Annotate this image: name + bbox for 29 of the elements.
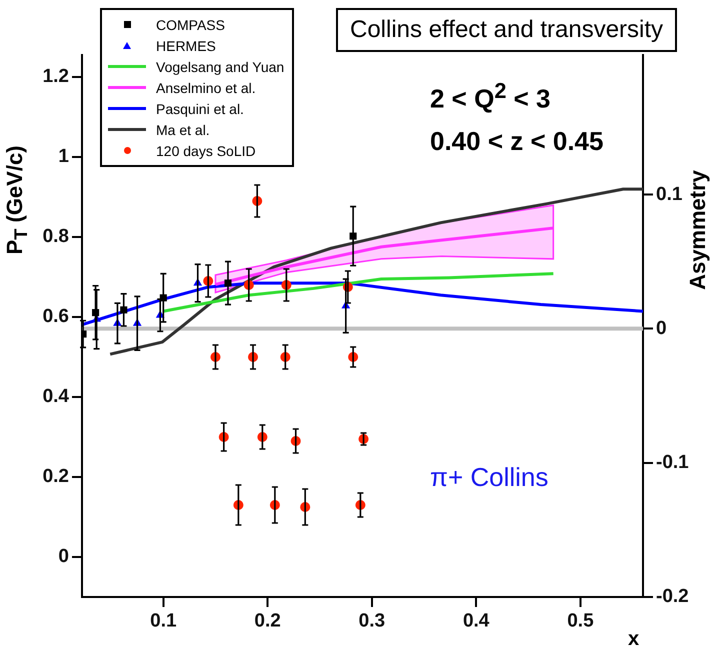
annotation: 0.40 < z < 0.45 (430, 126, 604, 157)
x-tick-label: 0.1 (150, 610, 177, 632)
y-tick-label: 0 (58, 546, 69, 568)
y-tick-label: 0.4 (42, 386, 70, 408)
legend-label: Anselmino et al. (156, 80, 256, 96)
chart-title: Collins effect and transversity (336, 8, 678, 52)
legend-label: 120 days SoLID (156, 142, 256, 158)
annotation: π+ Collins (430, 462, 548, 493)
legend-label: COMPASS (156, 16, 225, 32)
y-tick-label: 1 (58, 146, 70, 168)
legend-label: Vogelsang and Yuan (156, 58, 284, 74)
x-tick-label: 0.4 (462, 610, 490, 632)
y-tick-label: 1.2 (42, 66, 69, 88)
y2-tick-label: -0.1 (656, 452, 690, 474)
y2-tick-label: 0 (656, 318, 667, 339)
x-tick-label: 0.2 (254, 610, 281, 632)
annotation: 2 < Q$^{2}$ < 3 (430, 78, 550, 115)
x-tick-label: 0.5 (567, 610, 594, 632)
y2-tick-label: 0.1 (656, 184, 683, 205)
x-axis-title: x (628, 628, 640, 651)
legend-label: HERMES (156, 38, 216, 54)
y2-axis-title: Asymmetry (685, 170, 711, 290)
y2-tick-label: -0.2 (656, 586, 689, 608)
y-tick-label: 0.6 (42, 306, 69, 328)
x-tick-label: 0.3 (358, 610, 386, 632)
legend-label: Ma et al. (156, 122, 210, 138)
legend-label: Pasquini et al. (156, 100, 244, 116)
y-tick-label: 0.2 (42, 466, 69, 488)
y-tick-label: 0.8 (42, 226, 69, 248)
